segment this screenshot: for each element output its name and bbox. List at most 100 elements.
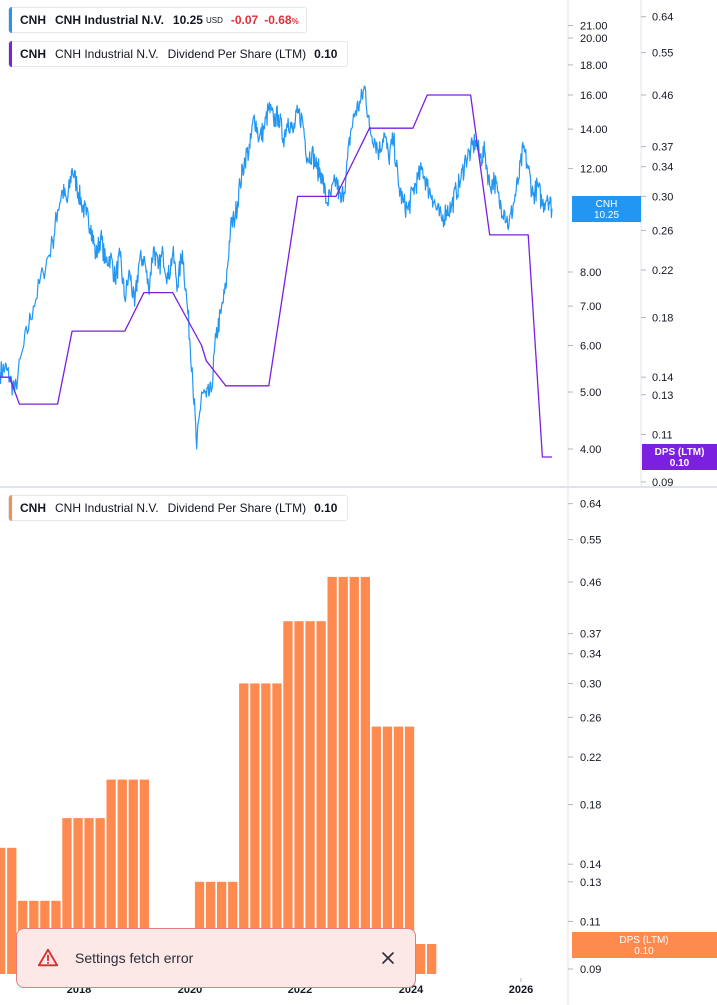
- dps-badge-bottom-value: 0.10: [634, 946, 654, 957]
- dps-bar: [360, 576, 370, 974]
- price-axis-tick-label: 5.00: [580, 387, 601, 399]
- dps-axis-tick-label: 0.37: [652, 142, 673, 154]
- dps-bar: [371, 726, 381, 974]
- dps-bar: [349, 576, 359, 974]
- dps-legend-top-company: CNH Industrial N.V.: [55, 47, 159, 61]
- price-axis-tick-label: 12.00: [580, 163, 608, 175]
- price-axis-tick-label: 16.00: [580, 90, 608, 102]
- dps-axis-tick-label: 0.64: [652, 12, 673, 24]
- dps-bar: [327, 576, 337, 974]
- dps-bar: [84, 818, 94, 974]
- dps-bar: [261, 683, 271, 974]
- dps-bar: [393, 726, 404, 974]
- dps-legend-top-value: 0.10: [314, 47, 338, 61]
- price-axis-tick-label: 6.00: [580, 340, 601, 352]
- dps-bottom-axis-tick-label: 0.09: [580, 964, 601, 976]
- dps-axis-tick-label: 0.46: [652, 90, 673, 102]
- price-legend[interactable]: CNH CNH Industrial N.V. 10.25 USD -0.07 …: [8, 7, 307, 33]
- dps-bar: [0, 847, 6, 974]
- dps-bottom-axis-tick-label: 0.30: [580, 678, 601, 690]
- dps-bottom-axis-tick-label: 0.13: [580, 877, 601, 889]
- dps-bar: [305, 621, 315, 974]
- dps-bar: [338, 576, 348, 974]
- warning-triangle-icon: [37, 947, 59, 969]
- dps-badge-bottom-label: DPS (LTM): [619, 935, 668, 946]
- price-axis-tick-label: 8.00: [580, 267, 601, 279]
- dps-bar: [415, 944, 426, 974]
- dps-legend-bottom-company: CNH Industrial N.V.: [55, 501, 159, 515]
- dps-bar: [217, 881, 227, 974]
- dps-bar: [73, 818, 83, 974]
- price-axis-tick-label: 14.00: [580, 124, 608, 136]
- dps-legend-bottom-metric: Dividend Per Share (LTM): [167, 501, 307, 515]
- dps-bar: [117, 779, 127, 974]
- dps-axis-tick-label: 0.18: [652, 313, 673, 325]
- price-axis-tick-label: 7.00: [580, 301, 601, 313]
- price-chart[interactable]: 4.00 5.00 6.00 7.00 8.00 12.00 14.00 16.00 18.00…: [0, 0, 717, 487]
- dps-bar: [139, 779, 149, 974]
- dps-bar: [272, 683, 282, 974]
- dps-bar: [7, 847, 17, 974]
- dps-legend-top-symbol: CNH: [20, 47, 46, 61]
- price-legend-value: 10.25: [172, 13, 203, 27]
- dps-bar: [194, 881, 205, 974]
- toast-message: Settings fetch error: [75, 950, 194, 966]
- dps-bottom-axis-tick-label: 0.11: [580, 916, 601, 928]
- dps-legend-bottom-symbol: CNH: [20, 501, 46, 515]
- price-badge-symbol: CNH: [596, 199, 618, 210]
- price-legend-color: [9, 7, 12, 33]
- dps-bar: [106, 779, 116, 974]
- price-legend-symbol: CNH: [20, 13, 46, 27]
- price-badge-value: 10.25: [594, 210, 619, 221]
- price-axis: 4.00 5.00 6.00 7.00 8.00 12.00 14.00 16.00 18.00…: [568, 21, 608, 456]
- time-axis-label: 2026: [509, 984, 533, 996]
- close-icon[interactable]: [377, 947, 399, 969]
- dps-legend-bottom-value: 0.10: [314, 501, 338, 515]
- dps-axis-tick-label: 0.26: [652, 225, 673, 237]
- dps-bottom-axis-tick-label: 0.64: [580, 499, 601, 511]
- dps-bar: [250, 683, 260, 974]
- dps-legend-bottom[interactable]: CNH CNH Industrial N.V. Dividend Per Sha…: [8, 495, 349, 521]
- dps-axis-tick-label: 0.34: [652, 162, 673, 174]
- dps-legend-top-color: [9, 41, 12, 67]
- price-legend-company: CNH Industrial N.V.: [55, 13, 164, 27]
- price-legend-change-pct: -0.68%: [264, 13, 299, 27]
- dps-bar: [427, 944, 437, 974]
- dps-bar: [128, 779, 138, 974]
- dps-bottom-axis-tick-label: 0.37: [580, 629, 601, 641]
- dps-legend-top-metric: Dividend Per Share (LTM): [167, 47, 307, 61]
- price-series-line: [0, 85, 553, 450]
- dps-legend-top[interactable]: CNH CNH Industrial N.V. Dividend Per Sha…: [8, 41, 349, 67]
- dps-axis-tick-label: 0.13: [652, 390, 673, 402]
- price-axis-tick-label: 21.00: [580, 21, 608, 33]
- price-badge: CNH 10.25: [572, 196, 641, 222]
- error-toast: Settings fetch error: [16, 928, 416, 988]
- price-legend-currency: USD: [205, 15, 223, 25]
- dps-bottom-axis: 0.09 0.11 0.13 0.14 0.18 0.22 0.26 0.30 0.34 0.37…: [568, 499, 601, 976]
- dps-bottom-axis-tick-label: 0.55: [580, 535, 601, 547]
- dps-bottom-axis-tick-label: 0.46: [580, 577, 601, 589]
- dps-bar: [95, 818, 105, 974]
- dps-badge-top-label: DPS (LTM): [655, 447, 705, 458]
- dps-bottom-axis-tick-label: 0.14: [580, 859, 601, 871]
- dps-axis-tick-label: 0.55: [652, 48, 673, 60]
- dps-bar: [382, 726, 393, 974]
- dps-bar: [206, 881, 216, 974]
- dps-axis-tick-label: 0.30: [652, 191, 673, 203]
- dps-badge-top: DPS (LTM) 0.10: [642, 444, 717, 470]
- dps-bar: [239, 683, 249, 974]
- dps-bar: [228, 881, 238, 974]
- dps-legend-bottom-color: [9, 495, 12, 521]
- dps-bottom-axis-tick-label: 0.26: [580, 712, 601, 724]
- price-legend-change: -0.07: [230, 13, 259, 27]
- dps-bar: [283, 621, 293, 974]
- dps-series-line: [0, 94, 552, 458]
- dps-bar: [294, 621, 304, 974]
- price-axis-tick-label: 18.00: [580, 60, 608, 72]
- pane-separator[interactable]: [0, 486, 717, 488]
- dps-badge-top-value: 0.10: [670, 458, 690, 469]
- dps-axis-tick-label: 0.09: [652, 477, 673, 487]
- price-axis-tick-label: 4.00: [580, 444, 601, 456]
- dps-bottom-axis-tick-label: 0.18: [580, 800, 601, 812]
- dps-bar: [404, 726, 415, 974]
